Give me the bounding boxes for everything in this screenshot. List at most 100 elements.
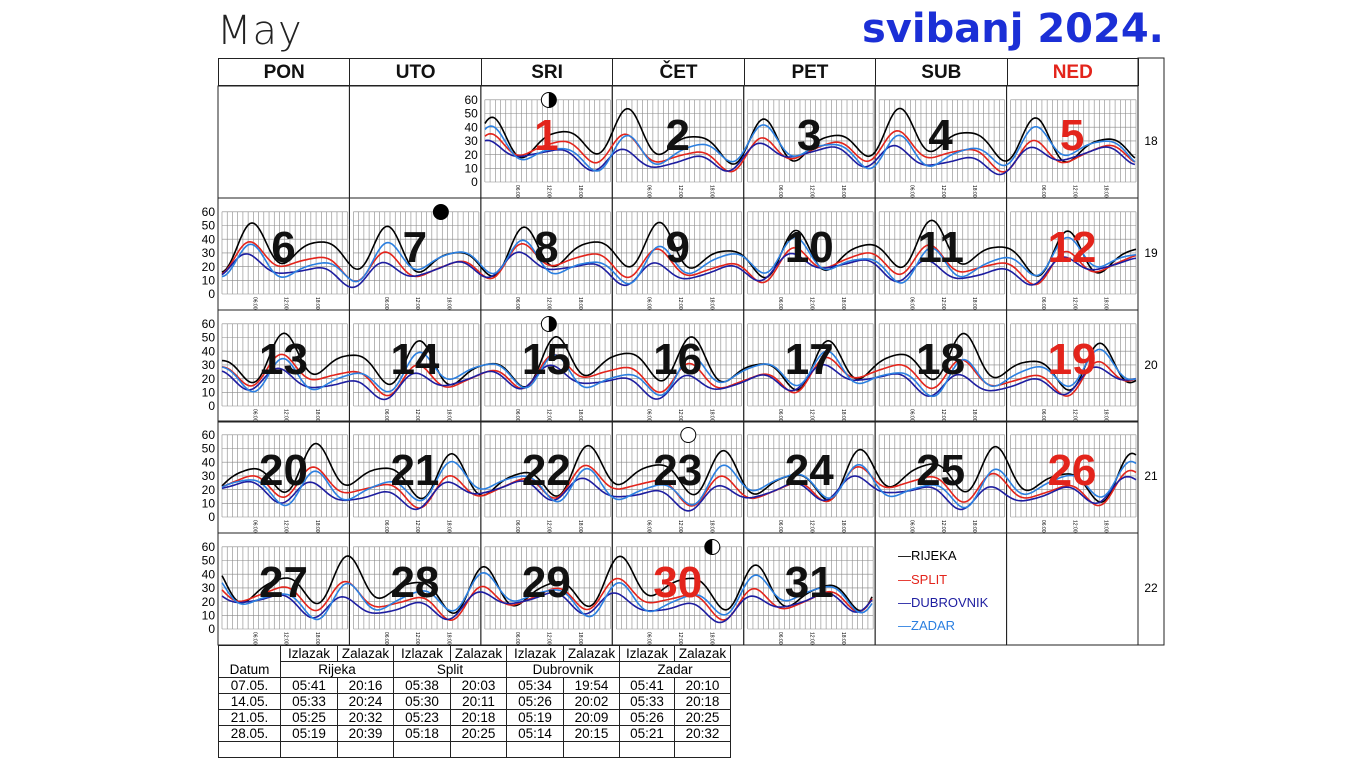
y-tick: 20 [202, 372, 216, 386]
time-cell: 05:23 [393, 709, 451, 726]
legend-rijeka: —RIJEKA [898, 548, 957, 563]
time-tick: 12:00 [283, 632, 289, 645]
time-cell: 20:24 [337, 693, 394, 710]
day-cell [217, 85, 350, 199]
time-cell: 20:10 [674, 677, 731, 694]
day-number: 29 [521, 558, 571, 607]
tide-chart: 06:00 12:00 18:00 [484, 546, 611, 645]
time-tick: 18:00 [840, 520, 846, 533]
time-cell: 20:32 [337, 709, 394, 726]
time-tick: 18:00 [446, 297, 452, 310]
time-cell: 20:25 [450, 725, 507, 742]
weekday-header-čet: ČET [612, 58, 745, 86]
time-tick: 06:00 [514, 185, 520, 198]
day-number: 26 [1047, 446, 1097, 495]
tide-curve-zadar [221, 460, 1137, 509]
rise-header: Izlazak [393, 645, 451, 662]
time-tick: 18:00 [708, 297, 714, 310]
time-tick: 18:00 [314, 297, 320, 310]
time-tick: 06:00 [1040, 409, 1046, 422]
tide-chart: 06:00 12:00 18:00 [615, 323, 743, 422]
y-tick: 60 [202, 317, 216, 331]
time-tick: 18:00 [577, 409, 583, 422]
time-tick: 12:00 [414, 632, 420, 645]
tide-curve-dubrovnik [221, 251, 1137, 289]
day-number: 3 [796, 111, 822, 160]
time-tick: 18:00 [840, 632, 846, 645]
time-cell: 20:03 [450, 677, 507, 694]
day-number: 2 [665, 111, 691, 160]
set-header: Zalazak [450, 645, 507, 662]
time-tick: 18:00 [971, 185, 977, 198]
tide-curve-rijeka [221, 555, 873, 615]
time-cell: 05:21 [619, 725, 675, 742]
time-tick: 12:00 [1071, 409, 1077, 422]
time-tick: 18:00 [708, 520, 714, 533]
time-tick: 06:00 [514, 409, 520, 422]
time-tick: 12:00 [677, 185, 683, 198]
y-tick: 30 [464, 134, 478, 148]
time-tick: 06:00 [251, 520, 257, 533]
tide-chart: 06:00 12:00 18:00 [878, 99, 1005, 198]
time-cell: 05:34 [506, 677, 564, 694]
tide-chart: 06:00 12:00 18:00 [353, 546, 480, 645]
tide-chart: 06:00 12:00 18:00 [747, 434, 874, 533]
time-tick: 12:00 [808, 520, 814, 533]
rise-header: Izlazak [619, 645, 675, 662]
y-tick: 50 [202, 219, 216, 233]
time-cell: 20:09 [563, 709, 620, 726]
time-tick: 06:00 [646, 632, 652, 645]
time-tick: 12:00 [546, 185, 552, 198]
time-tick: 18:00 [1103, 409, 1109, 422]
time-tick: 06:00 [383, 632, 389, 645]
y-tick: 50 [202, 442, 216, 456]
tide-chart: 06:00 12:00 18:00 [221, 323, 348, 422]
time-tick: 18:00 [314, 632, 320, 645]
day-number: 7 [402, 223, 428, 272]
legend-split: —SPLIT [898, 572, 948, 587]
time-tick: 12:00 [546, 409, 552, 422]
y-tick: 60 [202, 205, 216, 219]
tide-chart: 06:00 12:00 18:00 [615, 546, 743, 645]
day-number: 16 [653, 335, 703, 384]
set-header: Zalazak [337, 645, 394, 662]
tide-chart: 06:00 12:00 18:00 [1010, 211, 1137, 310]
day-number: 18 [916, 335, 966, 384]
tide-curve-zadar [221, 348, 1137, 398]
time-tick: 06:00 [646, 185, 652, 198]
day-number: 13 [259, 335, 308, 384]
day-number: 17 [784, 335, 834, 384]
week-number: 21 [1144, 469, 1158, 483]
time-cell: 05:38 [393, 677, 451, 694]
time-tick: 12:00 [283, 520, 289, 533]
time-cell: 05:26 [619, 709, 675, 726]
time-tick: 06:00 [514, 520, 520, 533]
new-moon-icon [432, 204, 449, 220]
y-tick: 0 [208, 622, 215, 636]
time-tick: 18:00 [446, 409, 452, 422]
day-number: 4 [928, 111, 953, 160]
date-cell: 14.05. [218, 693, 281, 710]
time-cell: 05:33 [280, 693, 338, 710]
time-tick: 06:00 [514, 632, 520, 645]
month-title-english: May [217, 8, 303, 54]
time-cell: 05:18 [393, 725, 451, 742]
legend-zadar: —ZADAR [898, 618, 956, 633]
tide-chart: 06:00 12:00 18:00 [484, 323, 611, 422]
day-number: 20 [259, 446, 308, 495]
time-tick: 12:00 [808, 632, 814, 645]
y-tick: 10 [202, 609, 216, 623]
time-tick: 12:00 [414, 297, 420, 310]
weekday-header-ned: NED [1006, 58, 1139, 86]
time-cell: 05:33 [619, 693, 675, 710]
time-tick: 06:00 [777, 409, 783, 422]
y-tick: 20 [202, 260, 216, 274]
y-tick: 0 [208, 399, 215, 413]
time-tick: 18:00 [577, 632, 583, 645]
month-title-croatian: svibanj 2024. [862, 6, 1164, 52]
time-tick: 18:00 [840, 409, 846, 422]
y-tick: 40 [202, 455, 216, 469]
tide-chart: 06:00 12:00 18:00 [353, 323, 480, 422]
time-tick: 18:00 [971, 520, 977, 533]
day-number: 15 [521, 335, 571, 384]
